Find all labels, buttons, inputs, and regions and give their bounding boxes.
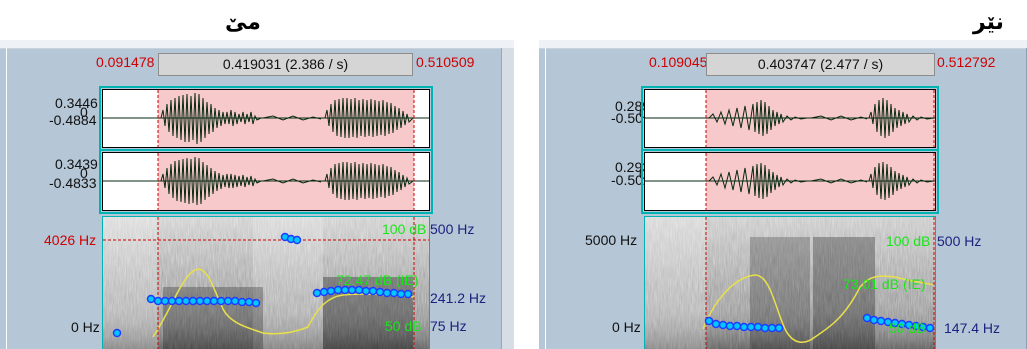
praat-editor-right: 0.109045 0.403747 (2.477 / s) 0.512792 0… [539, 40, 1027, 349]
selection-end-time: 0.512792 [937, 54, 996, 70]
channel2-max: 0.3439 [55, 156, 98, 172]
pitch-track-right [704, 313, 935, 333]
selection-start-time: 0.109045 [649, 54, 708, 70]
channel1-zero: 0 [80, 104, 88, 120]
channel1-min: -0.4884 [49, 112, 97, 128]
window-top-strip [539, 40, 1027, 49]
selection-start-time: 0.091478 [96, 54, 155, 70]
pitch-top-label: 500 Hz [430, 221, 475, 237]
pitch-bottom-label: 75 Hz [430, 318, 467, 334]
intensity-value-label: 72.47 dB (IE) [336, 272, 419, 288]
vertical-scrollbar[interactable] [501, 48, 514, 349]
praat-editor-left: 0.091478 0.419031 (2.386 / s) 0.510509 0… [0, 40, 514, 349]
frequency-cursor-label: 4026 Hz [44, 232, 97, 248]
intensity-bottom-label: 50 dB [889, 320, 926, 336]
waveform-channel-1[interactable] [641, 86, 939, 151]
waveform-channel-2-plot [645, 153, 935, 210]
intensity-top-label: 100 dB [382, 221, 427, 237]
frequency-top-label: 5000 Hz [585, 232, 638, 248]
waveform-channel-1-plot [103, 90, 429, 147]
waveform-channel-1-plot [645, 90, 935, 147]
intensity-top-label: 100 dB [886, 233, 931, 249]
spectrogram[interactable] [102, 216, 430, 349]
channel2-min: -0.4833 [49, 175, 97, 191]
frequency-bottom-label: 0 Hz [71, 319, 100, 335]
waveform-channel-2-plot [103, 153, 429, 210]
spectrogram-plot [103, 217, 429, 349]
channel2-zero: 0 [80, 165, 88, 181]
selection-duration-bar[interactable]: 0.403747 (2.477 / s) [706, 53, 935, 76]
pitch-value-label: 147.4 Hz [944, 320, 1001, 336]
caption-right: نێر [973, 10, 1004, 35]
caption-left: مێ [225, 10, 261, 35]
waveform-channel-2[interactable] [99, 149, 433, 214]
spectrogram[interactable] [644, 216, 936, 349]
pitch-value-label: 241.2 Hz [430, 290, 487, 306]
selection-end-time: 0.510509 [416, 54, 475, 70]
channel1-max: 0.3446 [55, 95, 98, 111]
channel2-zero: 0 [639, 166, 647, 182]
waveform-channel-2[interactable] [641, 149, 939, 214]
pitch-top-label: 500 Hz [937, 233, 982, 249]
channel1-zero: 0 [639, 105, 647, 121]
pitch-track-left [112, 232, 413, 338]
intensity-bottom-label: 50 dB [385, 318, 422, 334]
window-top-strip [0, 40, 514, 49]
waveform-channel-1[interactable] [99, 86, 433, 151]
spectrogram-plot [645, 217, 935, 349]
selection-duration-bar[interactable]: 0.419031 (2.386 / s) [158, 53, 413, 76]
frequency-bottom-label: 0 Hz [612, 319, 641, 335]
intensity-value-label: 73.01 dB (IE) [843, 276, 926, 292]
